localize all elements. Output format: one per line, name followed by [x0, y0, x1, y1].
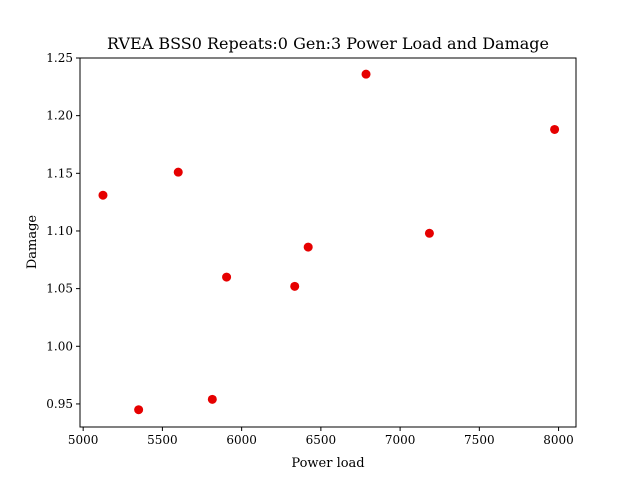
x-tick-label-5: 7500	[464, 433, 495, 447]
data-point-7	[361, 69, 371, 79]
data-point-3	[207, 394, 217, 404]
x-tick-label-3: 6500	[306, 433, 337, 447]
axis-ticks: 5000 5500 6000 6500 7000 7500 8000 0.95 1.00 1.05…	[46, 51, 574, 447]
plot-frame	[79, 57, 577, 428]
x-tick-label-2: 6000	[226, 433, 257, 447]
data-point-1	[134, 405, 144, 415]
data-point-2	[173, 167, 183, 177]
data-points	[98, 69, 560, 415]
chart-title: RVEA BSS0 Repeats:0 Gen:3 Power Load and…	[107, 34, 549, 53]
data-point-0	[98, 190, 108, 200]
data-point-4	[222, 272, 232, 282]
y-tick-label-3: 1.10	[46, 224, 73, 238]
x-axis-label: Power load	[291, 456, 364, 471]
x-tick-label-0: 5000	[68, 433, 99, 447]
y-tick-label-2: 1.05	[46, 282, 73, 296]
y-axis-label: Damage	[25, 215, 40, 270]
data-point-5	[290, 281, 300, 291]
y-tick-label-6: 1.25	[46, 51, 73, 65]
x-tick-label-4: 7000	[385, 433, 416, 447]
y-tick-label-0: 0.95	[46, 397, 73, 411]
y-tick-label-5: 1.20	[46, 109, 73, 123]
data-point-6	[303, 242, 313, 252]
x-tick-label-1: 5500	[147, 433, 178, 447]
y-tick-label-1: 1.00	[46, 339, 73, 353]
data-point-9	[550, 124, 560, 134]
x-tick-label-6: 8000	[543, 433, 574, 447]
y-tick-label-4: 1.15	[46, 166, 73, 180]
data-point-8	[424, 228, 434, 238]
